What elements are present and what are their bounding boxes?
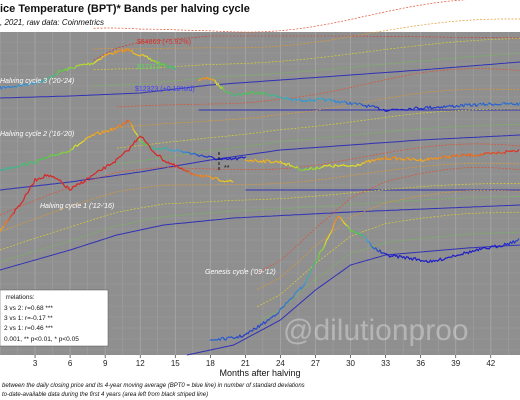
band-line-2	[116, 108, 520, 149]
price-segment-4	[23, 194, 26, 201]
x-tick-label: 21	[241, 359, 250, 368]
x-tick-label: 33	[381, 359, 390, 368]
band-line-0	[93, 0, 467, 33]
price-segment-3	[516, 149, 520, 152]
x-tick-label: 42	[486, 359, 495, 368]
annotation-ma-price: $12323 (+0.19%/d)	[135, 86, 195, 93]
band-line-0	[93, 53, 520, 87]
x-axis: 3 6 9 12 15 18 21 24 27 30 33 36 39 42	[33, 355, 496, 368]
cycle-label-2: Halving cycle 2 ('16-'20)	[0, 131, 74, 138]
band-line-5	[256, 231, 520, 323]
cycle-label-genesis: Genesis cycle ('09-'12)	[205, 269, 276, 276]
legend-background	[0, 289, 109, 347]
price-segment-4	[3, 221, 7, 227]
band-line-2	[116, 88, 520, 128]
band-line-5	[256, 167, 520, 273]
legend-row: 2 vs 1: r=0.46 ***	[4, 325, 53, 332]
ma-line-4	[0, 204, 520, 271]
band-line-4	[0, 143, 520, 216]
price-segment-1	[214, 80, 218, 86]
footnote-line-2: to-date-available data during the first …	[2, 392, 208, 398]
ma-line-5	[186, 244, 520, 356]
band-line-0	[93, 37, 520, 71]
price-segment-5	[331, 224, 335, 230]
legend-box: rrelations: 3 vs 2: r=0.68 *** 3 vs 1: r…	[0, 289, 109, 347]
ma-line-0	[0, 61, 520, 99]
price-segment-5	[317, 252, 321, 259]
x-tick-label: 6	[68, 359, 73, 368]
watermark: @dilutionproo	[283, 314, 469, 347]
chart-title: ice Temperature (BPT)* Bands per halving…	[0, 3, 250, 15]
legend-row: 3 vs 2: r=0.68 ***	[4, 305, 53, 312]
price-segment-5	[516, 238, 520, 242]
x-tick-label: 15	[171, 359, 180, 368]
band-line-2	[116, 123, 520, 165]
x-tick-label: 39	[451, 359, 460, 368]
price-segment-0	[173, 66, 176, 71]
price-segment-5	[333, 221, 336, 226]
price-series	[0, 48, 520, 341]
x-tick-label: 12	[136, 359, 145, 368]
annotation-max-price: $64863 (+5.92%)	[137, 39, 191, 46]
significance-marker: **	[224, 165, 230, 172]
band-line-4	[0, 162, 520, 233]
price-segment-4	[33, 177, 36, 185]
band-line-4	[0, 196, 520, 263]
footnote-line-1: between the daily closing price and its …	[2, 383, 305, 389]
price-segment-5	[309, 268, 312, 275]
x-tick-label: 3	[33, 359, 38, 368]
price-segment-5	[324, 239, 328, 245]
price-segment-2	[131, 124, 134, 130]
x-tick-label: 9	[103, 359, 108, 368]
x-axis-label: Months after halving	[219, 368, 300, 378]
legend-title: rrelations:	[6, 294, 35, 301]
x-tick-label: 24	[276, 359, 285, 368]
price-segment-5	[365, 237, 368, 243]
x-tick-label: 18	[206, 359, 215, 368]
band-line-5	[256, 212, 520, 308]
chart-subtitle: , 2021, raw data: Coinmetrics	[0, 18, 104, 27]
x-tick-label: 36	[416, 359, 425, 368]
x-tick-label: 27	[311, 359, 320, 368]
price-segment-4	[114, 158, 118, 164]
cycle-label-3: Halving cycle 3 ('20-'24)	[0, 78, 74, 85]
band-line-top	[93, 35, 520, 61]
band-line-0	[93, 18, 520, 50]
price-segment-4	[28, 185, 32, 191]
legend-row: 0.001, ** p<0.01, * p<0.05	[4, 336, 79, 343]
price-segment-4	[13, 208, 16, 214]
band-line-5	[256, 189, 520, 290]
band-line-4	[0, 183, 520, 251]
price-segment-5	[278, 308, 281, 313]
price-segment-4	[104, 164, 108, 170]
band-line-2	[116, 68, 520, 108]
cycle-label-1: Halving cycle 1 ('12-'16)	[40, 203, 114, 210]
price-segment-4	[128, 146, 131, 152]
legend-row: 3 vs 1: r=-0.17 **	[4, 315, 53, 322]
annotation-current-price: $37313	[137, 64, 160, 71]
price-segment-1	[221, 86, 225, 91]
x-tick-label: 30	[346, 359, 355, 368]
price-segment-5	[305, 276, 308, 283]
price-segment-4	[230, 180, 234, 183]
price-segment-2	[243, 156, 246, 159]
bands	[0, 0, 520, 356]
